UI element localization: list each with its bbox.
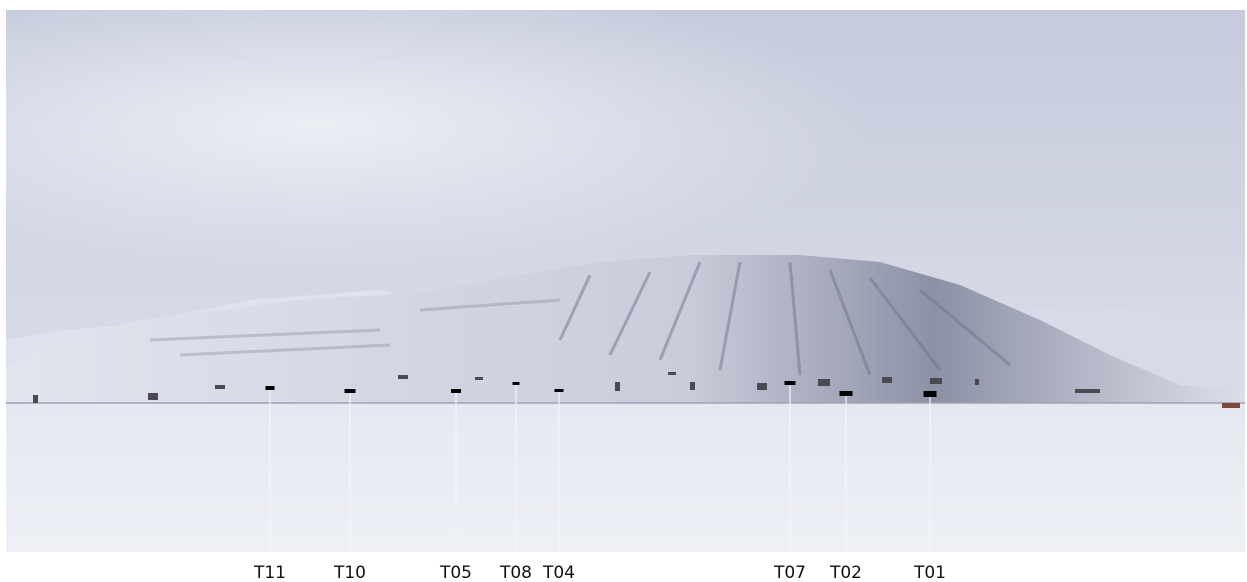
photo [6,10,1245,552]
marker [266,386,275,390]
marker [785,381,796,385]
marker-label: T04 [542,563,575,582]
marker-label: T08 [499,563,532,582]
marker [345,389,356,393]
marker [513,382,520,385]
figure: T11 T10 T05 T08 T04 T07 T02 T01 [0,0,1247,582]
marker-label: T07 [773,563,806,582]
marker [924,391,937,397]
marker [451,389,461,393]
marker-label: T01 [913,563,946,582]
snowfield [6,403,1245,552]
marker-label: T10 [333,563,366,582]
marker-label: T02 [829,563,862,582]
marker [840,391,853,396]
marker-label: T05 [439,563,472,582]
marker [555,389,564,392]
marker-label: T11 [253,563,286,582]
